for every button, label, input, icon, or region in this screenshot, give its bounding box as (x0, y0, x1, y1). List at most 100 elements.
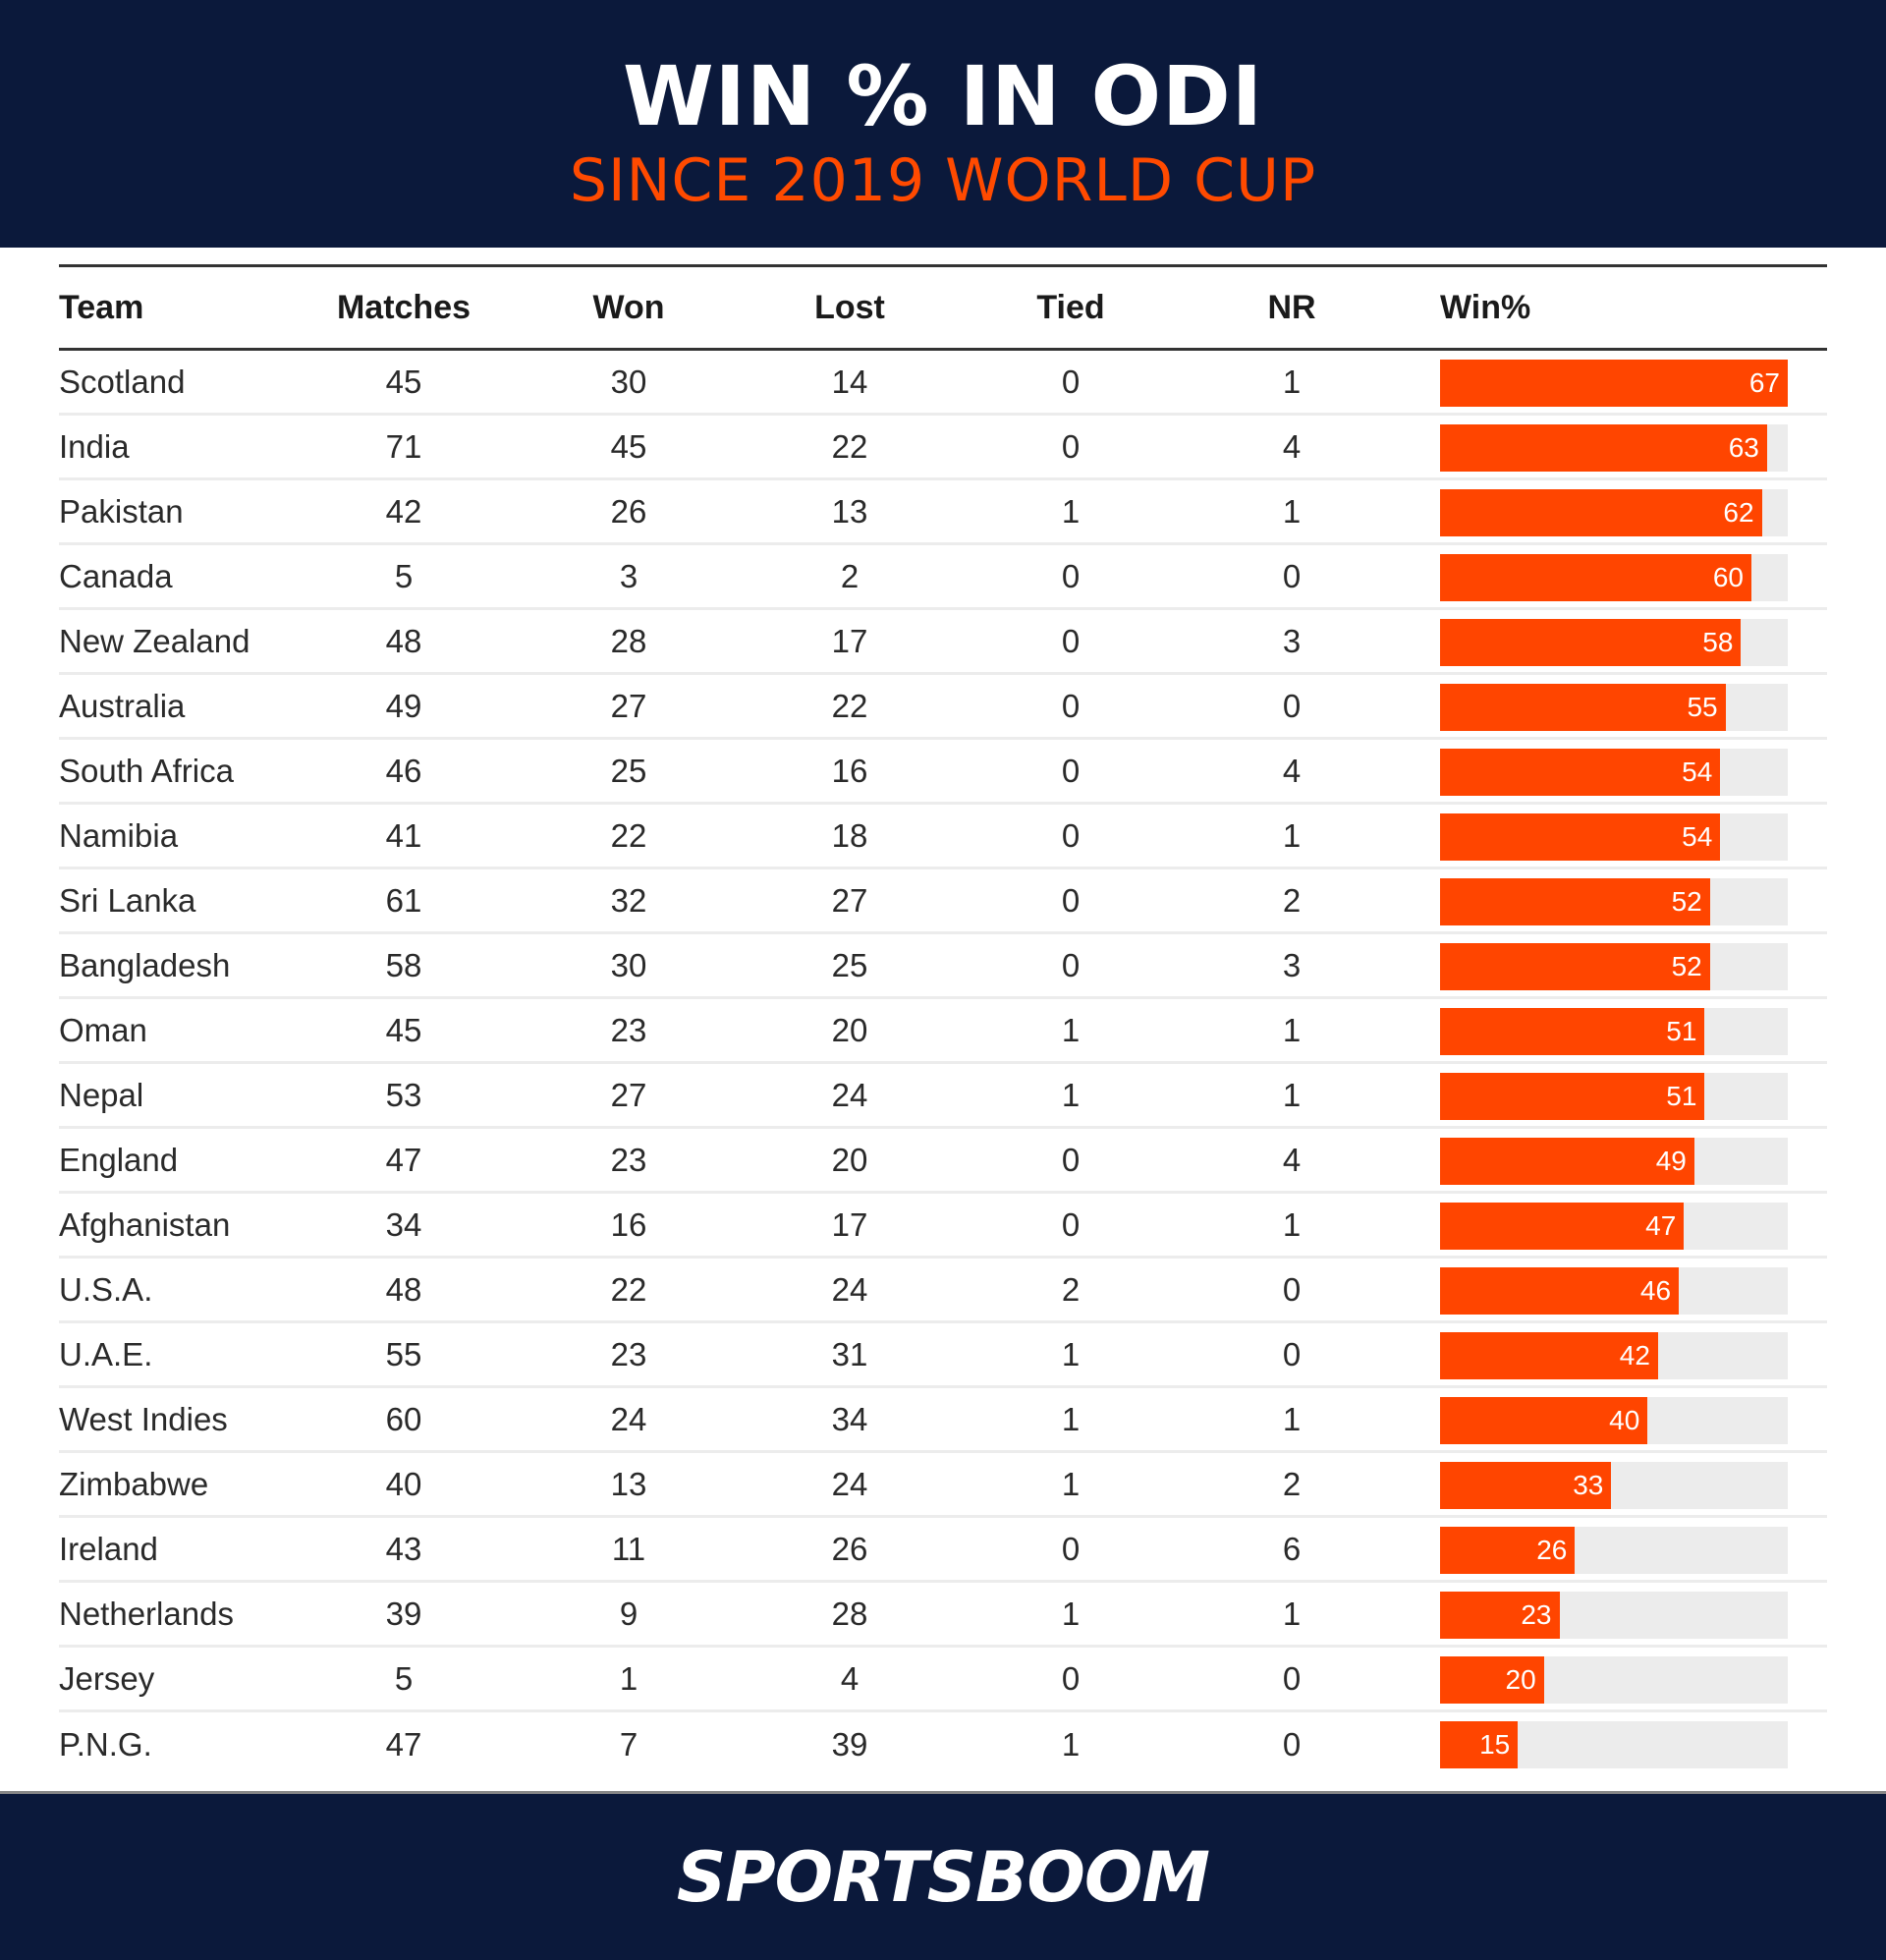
won-value: 26 (610, 492, 647, 530)
won-value: 1 (619, 1659, 638, 1697)
nr-value: 1 (1282, 1011, 1302, 1048)
win-pct-bar-track: 67 (1440, 360, 1788, 407)
tied-value: 0 (1061, 687, 1081, 724)
win-pct-bar: 55 (1440, 684, 1726, 731)
table-top-rule (59, 264, 1827, 267)
win-pct-bar-track: 51 (1440, 1073, 1788, 1120)
win-pct-bar-track: 58 (1440, 619, 1788, 666)
lost-value: 24 (831, 1076, 868, 1113)
chart-subtitle: SINCE 2019 WORLD CUP (569, 146, 1317, 215)
table-row: West Indies 60 24 34 1 1 40 (59, 1388, 1827, 1453)
matches-value: 39 (385, 1595, 422, 1632)
matches-value: 45 (385, 363, 422, 400)
table-row: New Zealand 48 28 17 0 3 58 (59, 610, 1827, 675)
win-pct-bar: 49 (1440, 1138, 1694, 1185)
won-value: 24 (610, 1400, 647, 1437)
team-name: West Indies (59, 1400, 228, 1437)
win-pct-bar-track: 63 (1440, 424, 1788, 472)
lost-value: 24 (831, 1270, 868, 1308)
win-pct-bar: 33 (1440, 1462, 1612, 1509)
won-value: 11 (611, 1530, 646, 1567)
table-row: Oman 45 23 20 1 1 51 (59, 999, 1827, 1064)
win-pct-bar-track: 47 (1440, 1203, 1788, 1250)
nr-value: 6 (1282, 1530, 1302, 1567)
won-value: 22 (610, 816, 647, 854)
tied-value: 0 (1061, 363, 1081, 400)
lost-value: 24 (831, 1465, 868, 1502)
table-row: U.S.A. 48 22 24 2 0 46 (59, 1259, 1827, 1323)
team-name: Oman (59, 1011, 147, 1048)
column-header-tied: Tied (1036, 288, 1105, 326)
win-pct-bar: 62 (1440, 489, 1762, 536)
column-header-won: Won (592, 288, 665, 326)
won-value: 22 (610, 1270, 647, 1308)
tied-value: 0 (1061, 881, 1081, 919)
won-value: 30 (610, 946, 647, 983)
matches-value: 60 (385, 1400, 422, 1437)
team-name: Canada (59, 557, 173, 594)
matches-value: 45 (385, 1011, 422, 1048)
win-pct-bar: 15 (1440, 1721, 1519, 1768)
win-pct-bar: 52 (1440, 878, 1710, 925)
lost-value: 26 (831, 1530, 868, 1567)
matches-value: 49 (385, 687, 422, 724)
matches-value: 5 (394, 1659, 414, 1697)
won-value: 27 (610, 687, 647, 724)
tied-value: 0 (1061, 1530, 1081, 1567)
win-pct-bar-track: 23 (1440, 1592, 1788, 1639)
nr-value: 1 (1282, 1400, 1302, 1437)
team-name: Sri Lanka (59, 881, 196, 919)
matches-value: 58 (385, 946, 422, 983)
table-row: India 71 45 22 0 4 63 (59, 416, 1827, 480)
nr-value: 1 (1282, 816, 1302, 854)
matches-value: 42 (385, 492, 422, 530)
nr-value: 0 (1282, 687, 1302, 724)
tied-value: 0 (1061, 622, 1081, 659)
table-row: Bangladesh 58 30 25 0 3 52 (59, 934, 1827, 999)
table-row: Nepal 53 27 24 1 1 51 (59, 1064, 1827, 1129)
lost-value: 22 (831, 687, 868, 724)
team-name: Netherlands (59, 1595, 234, 1632)
team-name: Afghanistan (59, 1205, 231, 1243)
team-name: England (59, 1141, 179, 1178)
table-row: Afghanistan 34 16 17 0 1 47 (59, 1194, 1827, 1259)
table-row: Scotland 45 30 14 0 1 67 (59, 351, 1827, 416)
tied-value: 0 (1061, 1659, 1081, 1697)
team-name: Jersey (59, 1659, 155, 1697)
win-pct-bar-track: 51 (1440, 1008, 1788, 1055)
table-row: Ireland 43 11 26 0 6 26 (59, 1518, 1827, 1583)
win-pct-bar-track: 54 (1440, 813, 1788, 861)
win-pct-bar: 54 (1440, 749, 1721, 796)
tied-value: 0 (1061, 1205, 1081, 1243)
lost-value: 18 (831, 816, 868, 854)
win-pct-bar-track: 55 (1440, 684, 1788, 731)
table-header-row: Team Matches Won Lost Tied NR Win% (59, 267, 1827, 348)
nr-value: 0 (1282, 1726, 1302, 1763)
nr-value: 4 (1282, 1141, 1302, 1178)
win-pct-bar-track: 49 (1440, 1138, 1788, 1185)
table-row: Pakistan 42 26 13 1 1 62 (59, 480, 1827, 545)
nr-value: 0 (1282, 557, 1302, 594)
team-name: Australia (59, 687, 186, 724)
column-header-nr: NR (1267, 288, 1316, 326)
won-value: 45 (610, 427, 647, 465)
matches-value: 55 (385, 1335, 422, 1372)
win-pct-bar: 52 (1440, 943, 1710, 990)
lost-value: 13 (831, 492, 868, 530)
table-row: Canada 5 3 2 0 0 60 (59, 545, 1827, 610)
win-pct-bar: 67 (1440, 360, 1788, 407)
table-row: U.A.E. 55 23 31 1 0 42 (59, 1323, 1827, 1388)
column-header-lost: Lost (814, 288, 885, 326)
tied-value: 0 (1061, 752, 1081, 789)
team-name: Bangladesh (59, 946, 231, 983)
table-row: England 47 23 20 0 4 49 (59, 1129, 1827, 1194)
win-pct-bar: 63 (1440, 424, 1767, 472)
lost-value: 39 (831, 1726, 868, 1763)
won-value: 30 (610, 363, 647, 400)
won-value: 13 (610, 1465, 647, 1502)
lost-value: 28 (831, 1595, 868, 1632)
table-row: Australia 49 27 22 0 0 55 (59, 675, 1827, 740)
team-name: Pakistan (59, 492, 184, 530)
tied-value: 1 (1061, 1465, 1081, 1502)
win-pct-bar: 51 (1440, 1008, 1705, 1055)
